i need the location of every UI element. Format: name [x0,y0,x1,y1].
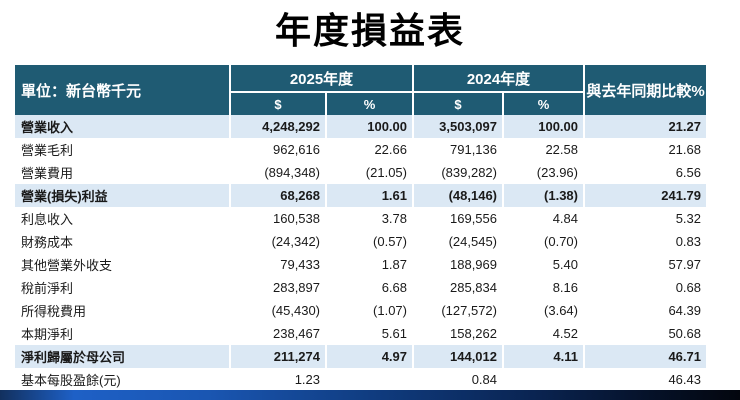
cell-2024-percent: 8.16 [502,276,583,299]
cell-2025-percent [325,368,412,391]
cell-row-label: 營業(損失)利益 [15,184,229,207]
subcolumn-2024-percent: % [502,91,583,115]
cell-2024-amount: (127,572) [412,299,502,322]
subcolumn-2025-percent: % [325,91,412,115]
cell-2024-amount: 3,503,097 [412,115,502,138]
table-header: 單位：新台幣千元 2025年度 2024年度 與去年同期比較% $ % $ % [15,65,706,115]
cell-yoy-compare: 21.27 [583,115,706,138]
cell-yoy-compare: 50.68 [583,322,706,345]
cell-2025-amount: 1.23 [229,368,325,391]
cell-2025-percent: 4.97 [325,345,412,368]
cell-2025-amount: (24,342) [229,230,325,253]
cell-yoy-compare: 57.97 [583,253,706,276]
cell-2024-amount: (48,146) [412,184,502,207]
cell-2024-percent: 4.84 [502,207,583,230]
cell-yoy-compare: 241.79 [583,184,706,207]
cell-yoy-compare: 0.68 [583,276,706,299]
cell-2024-amount: 188,969 [412,253,502,276]
column-header-yoy-compare: 與去年同期比較% [583,65,706,115]
cell-row-label: 營業毛利 [15,138,229,161]
subcolumn-2024-amount: $ [412,91,502,115]
cell-row-label: 財務成本 [15,230,229,253]
table-row: 淨利歸屬於母公司 211,274 4.97 144,012 4.11 46.71 [15,345,706,368]
cell-2025-amount: 4,248,292 [229,115,325,138]
cell-2025-amount: 79,433 [229,253,325,276]
cell-yoy-compare: 64.39 [583,299,706,322]
cell-row-label: 所得稅費用 [15,299,229,322]
cell-2025-amount: (45,430) [229,299,325,322]
table-row: 營業費用 (894,348) (21.05) (839,282) (23.96) 6.56 [15,161,706,184]
cell-2025-amount: 68,268 [229,184,325,207]
income-statement-table: 單位：新台幣千元 2025年度 2024年度 與去年同期比較% $ % $ % … [15,65,706,391]
cell-2025-percent: 22.66 [325,138,412,161]
cell-yoy-compare: 46.71 [583,345,706,368]
subcolumn-2025-amount: $ [229,91,325,115]
table-row: 稅前淨利 283,897 6.68 285,834 8.16 0.68 [15,276,706,299]
cell-yoy-compare: 5.32 [583,207,706,230]
cell-2025-percent: (1.07) [325,299,412,322]
cell-yoy-compare: 21.68 [583,138,706,161]
cell-2024-percent: 5.40 [502,253,583,276]
table-row: 本期淨利 238,467 5.61 158,262 4.52 50.68 [15,322,706,345]
cell-row-label: 基本每股盈餘(元) [15,368,229,391]
cell-yoy-compare: 0.83 [583,230,706,253]
table-row: 營業收入 4,248,292 100.00 3,503,097 100.00 21.27 [15,115,706,138]
cell-2024-percent: (1.38) [502,184,583,207]
cell-2024-percent: (3.64) [502,299,583,322]
cell-2025-percent: 100.00 [325,115,412,138]
cell-2024-percent: (23.96) [502,161,583,184]
cell-2025-percent: (0.57) [325,230,412,253]
cell-row-label: 稅前淨利 [15,276,229,299]
cell-2024-amount: (839,282) [412,161,502,184]
cell-row-label: 營業費用 [15,161,229,184]
table-row: 利息收入 160,538 3.78 169,556 4.84 5.32 [15,207,706,230]
cell-yoy-compare: 6.56 [583,161,706,184]
cell-2024-amount: 285,834 [412,276,502,299]
cell-2025-percent: 5.61 [325,322,412,345]
cell-2024-amount: 0.84 [412,368,502,391]
cell-row-label: 其他營業外收支 [15,253,229,276]
table-row: 營業(損失)利益 68,268 1.61 (48,146) (1.38) 241.79 [15,184,706,207]
table-row: 財務成本 (24,342) (0.57) (24,545) (0.70) 0.83 [15,230,706,253]
column-header-2025: 2025年度 [229,65,412,91]
cell-2024-amount: (24,545) [412,230,502,253]
cell-2025-amount: 238,467 [229,322,325,345]
table-row: 營業毛利 962,616 22.66 791,136 22.58 21.68 [15,138,706,161]
cell-row-label: 利息收入 [15,207,229,230]
cell-2024-percent: 100.00 [502,115,583,138]
cell-2024-amount: 169,556 [412,207,502,230]
cell-2025-percent: (21.05) [325,161,412,184]
cell-2025-percent: 1.87 [325,253,412,276]
table-body: 營業收入 4,248,292 100.00 3,503,097 100.00 21.27 營… [15,115,706,391]
cell-2024-percent: 4.52 [502,322,583,345]
cell-2025-percent: 1.61 [325,184,412,207]
cell-2025-amount: 160,538 [229,207,325,230]
page-title: 年度損益表 [274,10,465,51]
cell-row-label: 淨利歸屬於母公司 [15,345,229,368]
cell-2025-percent: 6.68 [325,276,412,299]
unit-label: 單位：新台幣千元 [15,65,229,115]
cell-row-label: 營業收入 [15,115,229,138]
cell-2024-percent [502,368,583,391]
cell-2024-amount: 144,012 [412,345,502,368]
cell-yoy-compare: 46.43 [583,368,706,391]
table-row: 其他營業外收支 79,433 1.87 188,969 5.40 57.97 [15,253,706,276]
cell-2025-percent: 3.78 [325,207,412,230]
cell-2025-amount: 962,616 [229,138,325,161]
cell-row-label: 本期淨利 [15,322,229,345]
cell-2024-amount: 158,262 [412,322,502,345]
cell-2025-amount: 283,897 [229,276,325,299]
column-header-2024: 2024年度 [412,65,583,91]
cell-2024-percent: 22.58 [502,138,583,161]
cell-2024-amount: 791,136 [412,138,502,161]
cell-2024-percent: (0.70) [502,230,583,253]
cell-2025-amount: 211,274 [229,345,325,368]
table-row: 所得稅費用 (45,430) (1.07) (127,572) (3.64) 64.39 [15,299,706,322]
bottom-accent-bar [0,390,740,400]
table-row: 基本每股盈餘(元) 1.23 0.84 46.43 [15,368,706,391]
cell-2025-amount: (894,348) [229,161,325,184]
cell-2024-percent: 4.11 [502,345,583,368]
